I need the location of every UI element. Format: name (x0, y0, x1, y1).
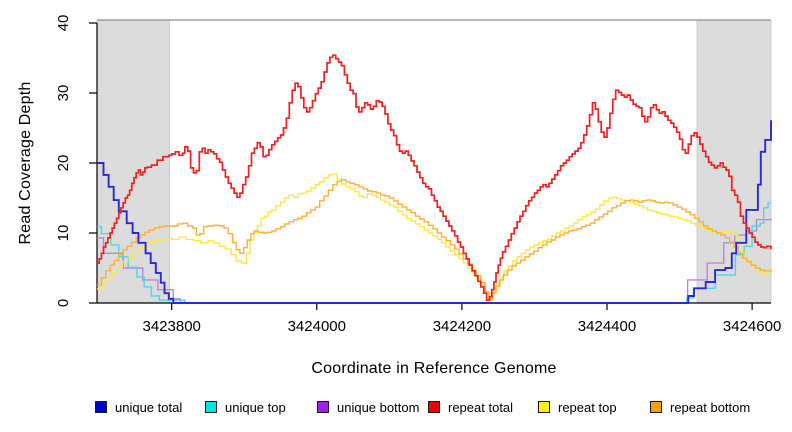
legend-item-repeat-bottom: repeat bottom (650, 398, 750, 416)
legend-item-repeat-top: repeat top (538, 398, 617, 416)
legend-swatch-unique-top-icon (205, 401, 217, 413)
legend-swatch-unique-bottom-icon (317, 401, 329, 413)
series-line-repeat-bottom (97, 179, 772, 300)
x-tick-label: 3424600 (723, 318, 781, 335)
legend-item-unique-top: unique top (205, 398, 286, 416)
legend-swatch-unique-total-icon (95, 401, 107, 413)
x-tick-label: 3424000 (288, 318, 346, 335)
legend-label-repeat-top: repeat top (558, 399, 617, 415)
x-tick-label: 3424200 (433, 318, 491, 335)
y-tick-label: 30 (55, 85, 72, 102)
legend-label-repeat-bottom: repeat bottom (670, 399, 751, 415)
legend-label-repeat-total: repeat total (448, 399, 514, 415)
y-tick-label: 0 (55, 299, 72, 307)
legend-swatch-repeat-total-icon (428, 401, 440, 413)
y-tick-label: 20 (55, 155, 72, 172)
legend-swatch-repeat-bottom-icon (650, 401, 662, 413)
legend-label-unique-bottom: unique bottom (337, 399, 420, 415)
y-axis-title: Read Coverage Depth (17, 81, 34, 245)
x-tick-label: 3424400 (578, 318, 636, 335)
legend-item-repeat-total: repeat total (428, 398, 513, 416)
legend-item-unique-bottom: unique bottom (317, 398, 419, 416)
series-line-unique-top (97, 202, 771, 304)
y-tick-label: 40 (55, 15, 72, 32)
series-line-repeat-total (97, 54, 772, 302)
series-line-repeat-top (97, 173, 772, 301)
legend-label-unique-total: unique total (115, 399, 183, 415)
series-line-unique-bottom (97, 218, 772, 304)
chart-canvas: 0 10 20 30 40 3423800 3424000 3424200 3424400 342… (55, 15, 781, 335)
y-tick-label: 10 (55, 225, 72, 242)
x-tick-label: 3423800 (142, 318, 200, 335)
shaded-region (96, 19, 170, 304)
x-axis-title: Coordinate in Reference Genome (311, 360, 557, 377)
legend: unique total unique top unique bottom re… (0, 398, 792, 418)
legend-swatch-repeat-top-icon (538, 401, 550, 413)
series-line-unique-total (97, 120, 772, 304)
legend-label-unique-top: unique top (225, 399, 286, 415)
legend-item-unique-total: unique total (95, 398, 182, 416)
